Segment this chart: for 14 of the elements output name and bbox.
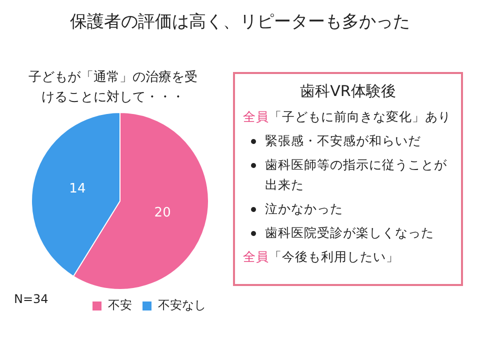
text: 歯科VR体験後 <box>299 82 397 101</box>
legend-label: 不安なし <box>158 298 206 312</box>
text: 歯科医師等の指示に従うことが出来た <box>264 156 448 194</box>
text: N=34 <box>14 292 48 306</box>
data-label: 14 <box>69 181 86 196</box>
text: 全員「子どもに前向きな変化」あり <box>243 108 452 126</box>
chart-title: 保護者の評価は高く、リピーターも多かった <box>69 11 411 33</box>
legend-label: 不安 <box>108 298 132 312</box>
text: 歯科医院受診が楽しくなった <box>264 224 435 242</box>
text: 泣かなかった <box>264 200 344 218</box>
data-label: 20 <box>154 205 171 220</box>
text: 全員「今後も利用したい」 <box>243 248 400 266</box>
text: 緊張感・不安感が和らいだ <box>264 132 422 150</box>
chart-subtitle: 子どもが「通常」の治療を受けることに対して・・・ <box>28 69 198 107</box>
